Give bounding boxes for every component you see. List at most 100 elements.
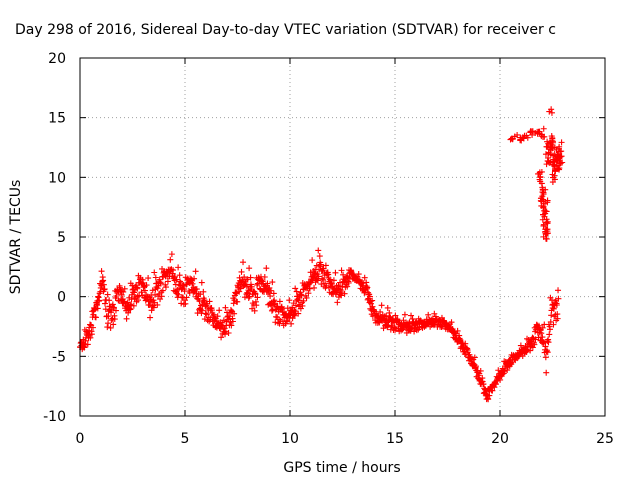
data-point (164, 278, 171, 285)
data-point (408, 312, 415, 319)
data-point (550, 305, 557, 312)
data-point (486, 392, 493, 399)
data-point (182, 300, 189, 307)
data-point (334, 299, 341, 306)
data-point (495, 367, 502, 374)
data-point (517, 137, 524, 144)
data-point (101, 286, 108, 293)
data-point (284, 318, 291, 325)
data-point (203, 311, 210, 318)
data-point (134, 285, 141, 292)
data-point (241, 294, 248, 301)
data-point (102, 306, 109, 313)
data-point (231, 310, 238, 317)
data-point (154, 285, 161, 292)
data-point (471, 354, 478, 361)
data-point (320, 276, 327, 283)
data-point (546, 331, 553, 338)
data-point (540, 204, 547, 211)
data-point (243, 283, 250, 290)
data-point (554, 315, 561, 322)
data-point (104, 291, 111, 298)
data-point (543, 369, 550, 376)
axis-ticks: 0 5 10 15 20 25 -10 -5 0 5 10 15 20 (43, 51, 614, 447)
data-point (360, 280, 367, 287)
data-point (158, 293, 165, 300)
data-point (546, 159, 553, 166)
data-point (156, 276, 163, 283)
data-point (540, 221, 547, 228)
data-point (544, 218, 551, 225)
data-point (369, 297, 376, 304)
data-point (201, 297, 208, 304)
data-point (425, 311, 432, 318)
data-point (147, 314, 154, 321)
data-point (544, 199, 551, 206)
data-point (539, 193, 546, 200)
data-point (558, 139, 565, 146)
data-point (448, 319, 455, 326)
data-point (252, 291, 259, 298)
data-point (459, 339, 466, 346)
data-point (276, 298, 283, 305)
x-tick-label: 5 (181, 431, 190, 447)
data-points (77, 106, 566, 403)
y-tick-label: -5 (52, 349, 66, 365)
data-point (272, 319, 279, 326)
data-point (138, 289, 145, 296)
data-point (104, 324, 111, 331)
data-point (543, 161, 550, 168)
data-point (300, 297, 307, 304)
data-point (248, 283, 255, 290)
data-point (553, 157, 560, 164)
data-point (489, 387, 496, 394)
data-point (120, 288, 127, 295)
data-point (545, 339, 552, 346)
data-point (544, 349, 551, 356)
data-point (142, 297, 149, 304)
data-point (110, 321, 117, 328)
data-point (338, 267, 345, 274)
data-point (313, 262, 320, 269)
x-tick-label: 0 (76, 431, 85, 447)
data-point (550, 156, 557, 163)
data-point (548, 106, 555, 113)
data-point (220, 317, 227, 324)
data-point (222, 331, 229, 338)
data-point (532, 336, 539, 343)
data-point (157, 280, 164, 287)
plot-frame (79, 57, 606, 417)
data-point (271, 300, 278, 307)
data-point (288, 320, 295, 327)
data-point (341, 290, 348, 297)
data-point (539, 216, 546, 223)
data-point (256, 285, 263, 292)
data-point (197, 291, 204, 298)
data-point (538, 168, 545, 175)
data-point (542, 343, 549, 350)
data-point (369, 303, 376, 310)
data-point (154, 301, 161, 308)
data-point (89, 324, 96, 331)
data-point (320, 265, 327, 272)
data-point (315, 273, 322, 280)
data-point (314, 277, 321, 284)
data-point (523, 132, 530, 139)
data-point (206, 298, 213, 305)
data-point (361, 274, 368, 281)
data-point (454, 327, 461, 334)
data-point (167, 256, 174, 263)
data-point (306, 285, 313, 292)
y-axis-label: SDTVAR / TECUs (8, 180, 24, 295)
data-point (547, 318, 554, 325)
data-point (543, 208, 550, 215)
data-point (485, 396, 492, 403)
data-point (193, 286, 200, 293)
data-point (364, 284, 371, 291)
data-point (504, 367, 511, 374)
data-point (201, 316, 208, 323)
data-point (330, 277, 337, 284)
data-point (497, 376, 504, 383)
data-point (130, 302, 137, 309)
data-point (548, 109, 555, 116)
